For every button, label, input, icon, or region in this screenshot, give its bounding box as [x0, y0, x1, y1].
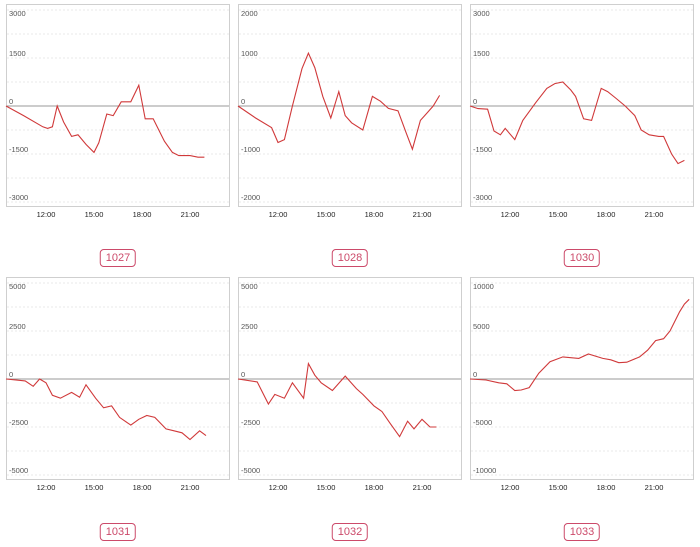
y-tick-label: 1500 [473, 49, 490, 58]
y-tick-label: 5000 [241, 282, 258, 291]
chart-id-badge-1032[interactable]: 1032 [331, 523, 369, 541]
y-tick-label: -2000 [241, 193, 260, 202]
y-tick-label: 5000 [9, 282, 26, 291]
line-chart-1027: 3000 1500 0 -1500 -3000 12:00 15:00 18:00 21:00 [5, 9, 229, 219]
x-tick-label: 12:00 [269, 210, 288, 219]
chart-id-badge-1030[interactable]: 1030 [563, 249, 601, 267]
y-tick-label: -2500 [9, 418, 28, 427]
x-tick-label: 12:00 [501, 210, 520, 219]
y-tick-label: 3000 [9, 9, 26, 18]
y-tick-label: 0 [473, 97, 477, 106]
chart-id-badge-1031[interactable]: 1031 [99, 523, 137, 541]
x-tick-label: 18:00 [597, 483, 616, 492]
line-chart-1030: 3000 1500 0 -1500 -3000 12:00 15:00 18:00 21:00 [469, 9, 693, 219]
x-tick-label: 15:00 [549, 483, 568, 492]
x-tick-label: 21:00 [645, 483, 664, 492]
x-tick-label: 18:00 [597, 210, 616, 219]
x-tick-label: 21:00 [645, 210, 664, 219]
y-tick-label: 0 [473, 370, 477, 379]
x-tick-label: 12:00 [501, 483, 520, 492]
x-tick-label: 21:00 [413, 483, 432, 492]
y-tick-label: -3000 [9, 193, 28, 202]
x-tick-label: 15:00 [85, 210, 104, 219]
chart-id-badge-1033[interactable]: 1033 [563, 523, 601, 541]
chart-id-badge-1027[interactable]: 1027 [99, 249, 137, 267]
y-tick-label: -10000 [473, 466, 496, 475]
x-tick-label: 21:00 [181, 210, 200, 219]
x-tick-label: 18:00 [133, 483, 152, 492]
y-tick-label: -5000 [473, 418, 492, 427]
x-tick-label: 12:00 [37, 483, 56, 492]
x-tick-label: 21:00 [181, 483, 200, 492]
line-chart-1032: 5000 2500 0 -2500 -5000 12:00 15:00 18:00 21:00 [237, 282, 461, 492]
y-tick-label: 0 [9, 370, 13, 379]
x-tick-label: 15:00 [85, 483, 104, 492]
x-tick-label: 18:00 [365, 483, 384, 492]
y-tick-label: 0 [9, 97, 13, 106]
y-tick-label: -1500 [473, 145, 492, 154]
series-line [237, 51, 441, 151]
x-tick-label: 12:00 [269, 483, 288, 492]
x-tick-label: 18:00 [133, 210, 152, 219]
y-tick-label: 1000 [241, 49, 258, 58]
series-line [5, 83, 205, 158]
y-tick-label: 2000 [241, 9, 258, 18]
y-tick-label: -1500 [9, 145, 28, 154]
x-tick-label: 12:00 [37, 210, 56, 219]
line-chart-1028: 2000 1000 0 -1000 -2000 12:00 15:00 18:00 21:00 [237, 9, 461, 219]
x-tick-label: 18:00 [365, 210, 384, 219]
line-chart-1031: 5000 2500 0 -2500 -5000 12:00 15:00 18:00 21:00 [5, 282, 229, 492]
series-line [469, 298, 690, 392]
y-tick-label: 3000 [473, 9, 490, 18]
line-chart-1033: 10000 5000 0 -5000 -10000 12:00 15:00 18:00 21:0… [469, 282, 693, 492]
series-line [469, 81, 685, 165]
y-tick-label: 10000 [473, 282, 494, 291]
y-tick-label: 2500 [241, 322, 258, 331]
y-tick-label: 5000 [473, 322, 490, 331]
x-tick-label: 15:00 [317, 210, 336, 219]
series-line [237, 361, 437, 438]
y-tick-label: -5000 [241, 466, 260, 475]
y-tick-label: 2500 [9, 322, 26, 331]
y-tick-label: -2500 [241, 418, 260, 427]
x-tick-label: 15:00 [549, 210, 568, 219]
y-tick-label: 1500 [9, 49, 26, 58]
series-line [5, 378, 207, 441]
x-tick-label: 21:00 [413, 210, 432, 219]
y-tick-label: -3000 [473, 193, 492, 202]
y-tick-label: 0 [241, 97, 245, 106]
x-tick-label: 15:00 [317, 483, 336, 492]
y-tick-label: 0 [241, 370, 245, 379]
chart-id-badge-1028[interactable]: 1028 [331, 249, 369, 267]
y-tick-label: -5000 [9, 466, 28, 475]
y-tick-label: -1000 [241, 145, 260, 154]
